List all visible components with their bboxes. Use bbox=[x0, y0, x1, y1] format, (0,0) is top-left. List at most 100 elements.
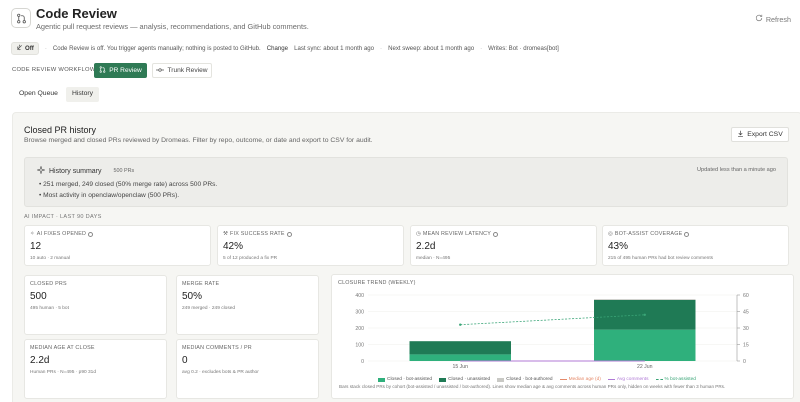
card-label: MEAN REVIEW LATENCY bbox=[422, 231, 492, 237]
card-value: 42% bbox=[223, 241, 244, 252]
y2-tick-label: 15 bbox=[743, 343, 749, 349]
legend-swatch bbox=[559, 379, 567, 380]
history-summary: History summary 500 PRs Updated less tha… bbox=[24, 157, 788, 207]
info-icon[interactable] bbox=[88, 231, 94, 237]
chart-bar bbox=[594, 329, 696, 361]
writes-info: Writes: Bot · dromeas[bot] bbox=[488, 44, 559, 52]
card-footnote: 5 of 12 produced a fix PR bbox=[223, 256, 278, 261]
legend-item[interactable]: Median age (d) bbox=[559, 377, 601, 382]
card-value: 43% bbox=[608, 241, 629, 252]
legend-label: Median age (d) bbox=[568, 377, 601, 382]
summary-updated: Updated less than a minute ago bbox=[697, 167, 776, 173]
legend-swatch bbox=[439, 377, 447, 382]
commit-icon bbox=[156, 67, 165, 75]
merge-rate-card: MERGE RATE 50% 249 merged · 249 closed bbox=[176, 275, 319, 335]
legend-label: % bot-assisted bbox=[664, 377, 696, 382]
summary-count: 500 PRs bbox=[113, 168, 135, 174]
pull-request-icon bbox=[99, 66, 106, 75]
summary-bullet: • Most activity in openclaw/openclaw (50… bbox=[39, 192, 180, 199]
chart-legend: Closed · bot-assisted Closed · unassisted… bbox=[378, 377, 696, 382]
refresh-label: Refresh bbox=[765, 14, 791, 24]
y-tick-label: 200 bbox=[355, 326, 364, 332]
y2-tick-label: 30 bbox=[743, 326, 749, 332]
separator: · bbox=[480, 44, 483, 52]
ai-impact-label: AI IMPACT · LAST 90 DAYS bbox=[24, 214, 102, 220]
card-value: 12 bbox=[30, 241, 42, 252]
history-panel: Closed PR history Browse merged and clos… bbox=[12, 112, 800, 402]
card-footnote: avg 0.2 · excludes bots & PR author bbox=[182, 370, 259, 375]
trunk-review-button[interactable]: Trunk Review bbox=[152, 63, 212, 78]
legend-item[interactable]: Closed · bot-authored bbox=[497, 377, 553, 382]
tab-bar: Open Queue History bbox=[13, 87, 100, 102]
legend-swatch bbox=[497, 377, 505, 382]
y2-tick-label: 60 bbox=[743, 293, 749, 299]
summary-title: History summary bbox=[49, 167, 102, 175]
y-tick-label: 400 bbox=[355, 293, 364, 299]
clock-icon: ◷ bbox=[416, 231, 421, 237]
card-value: 2.2d bbox=[416, 241, 436, 252]
card-label: MERGE RATE bbox=[182, 281, 220, 287]
card-footnote: Human PRs · N=495 · p90 31d bbox=[30, 370, 96, 375]
card-footnote: 215 of 495 human PRs had bot review comm… bbox=[608, 256, 714, 261]
card-footnote: 495 human · 5 bot bbox=[30, 306, 69, 311]
history-subtitle: Browse merged and closed PRs reviewed by… bbox=[24, 137, 373, 144]
info-icon[interactable] bbox=[286, 231, 292, 237]
summary-header: History summary 500 PRs bbox=[36, 165, 135, 176]
tab-open-queue[interactable]: Open Queue bbox=[19, 90, 58, 97]
y-tick-label: 300 bbox=[355, 310, 364, 316]
chart-caption: Bars stack closed PRs by cohort (bot-ass… bbox=[339, 384, 726, 389]
refresh-button[interactable]: Refresh bbox=[755, 14, 791, 24]
chart-bar bbox=[409, 341, 511, 355]
code-review-icon bbox=[11, 8, 31, 28]
line-point bbox=[459, 323, 462, 326]
legend-item[interactable]: Closed · bot-assisted bbox=[378, 377, 432, 382]
legend-item[interactable]: % bot-assisted bbox=[655, 377, 696, 382]
card-value: 0 bbox=[182, 355, 188, 366]
card-label: BOT-ASSIST COVERAGE bbox=[614, 231, 683, 237]
y-tick-label: 0 bbox=[361, 359, 364, 365]
line-point bbox=[643, 313, 646, 316]
chart-bar bbox=[409, 354, 511, 361]
card-footnote: 10 auto · 2 manual bbox=[30, 256, 71, 261]
info-icon[interactable] bbox=[493, 231, 499, 237]
legend-label: Closed · bot-assisted bbox=[387, 377, 433, 382]
y2-tick-label: 0 bbox=[743, 359, 746, 365]
summary-bullet: • 251 merged, 249 closed (50% merge rate… bbox=[39, 181, 218, 188]
legend-label: Closed · unassisted bbox=[448, 377, 491, 382]
ai-fixes-card: ✧ AI FIXES OPENED 12 10 auto · 2 manual bbox=[24, 225, 211, 266]
change-button[interactable]: Change bbox=[266, 44, 289, 52]
download-icon bbox=[737, 130, 744, 139]
closed-prs-card: CLOSED PRS 500 495 human · 5 bot bbox=[24, 275, 167, 335]
target-icon: ◎ bbox=[608, 231, 613, 237]
page-subtitle: Agentic pull request reviews — analysis,… bbox=[36, 22, 309, 31]
y2-tick-label: 45 bbox=[743, 310, 749, 316]
page-title: Code Review bbox=[36, 6, 117, 21]
info-icon[interactable] bbox=[684, 231, 690, 237]
next-sweep: Next sweep: about 1 month ago bbox=[388, 44, 475, 52]
fix-success-card: ⚒ FIX SUCCESS RATE 42% 5 of 12 produced a… bbox=[217, 225, 404, 266]
card-value: 2.2d bbox=[30, 355, 50, 366]
closure-trend-chart: CLOSURE TREND (WEEKLY) 0 100 200 300 400 0 15 3… bbox=[331, 274, 794, 399]
legend-label: Avg comments bbox=[616, 377, 649, 382]
pr-review-button[interactable]: PR Review bbox=[94, 63, 147, 78]
status-bar: Off · Code Review is off. You trigger ag… bbox=[11, 41, 571, 55]
export-csv-button[interactable]: Export CSV bbox=[731, 127, 789, 142]
legend-item[interactable]: Closed · unassisted bbox=[439, 377, 490, 382]
legend-swatch bbox=[607, 379, 615, 380]
power-off-icon bbox=[16, 44, 23, 53]
card-label: MEDIAN COMMENTS / PR bbox=[182, 345, 252, 351]
legend-label: Closed · bot-authored bbox=[506, 377, 553, 382]
y-tick-label: 100 bbox=[355, 343, 364, 349]
card-footnote: median · N=495 bbox=[416, 256, 451, 261]
legend-swatch bbox=[655, 379, 663, 380]
chart-svg: 0 100 200 300 400 0 15 30 45 60 15 Jun 22 Jun bbox=[355, 293, 749, 370]
last-sync: Last sync: about 1 month ago bbox=[294, 44, 375, 52]
workflow-label: CODE REVIEW WORKFLOW: bbox=[12, 67, 98, 73]
status-badge: Off bbox=[11, 41, 39, 55]
card-label: AI FIXES OPENED bbox=[36, 231, 87, 237]
legend-item[interactable]: Avg comments bbox=[607, 377, 649, 382]
refresh-icon bbox=[755, 14, 763, 24]
history-title: Closed PR history bbox=[24, 125, 97, 135]
series-line bbox=[460, 314, 645, 326]
tab-history[interactable]: History bbox=[65, 87, 100, 102]
